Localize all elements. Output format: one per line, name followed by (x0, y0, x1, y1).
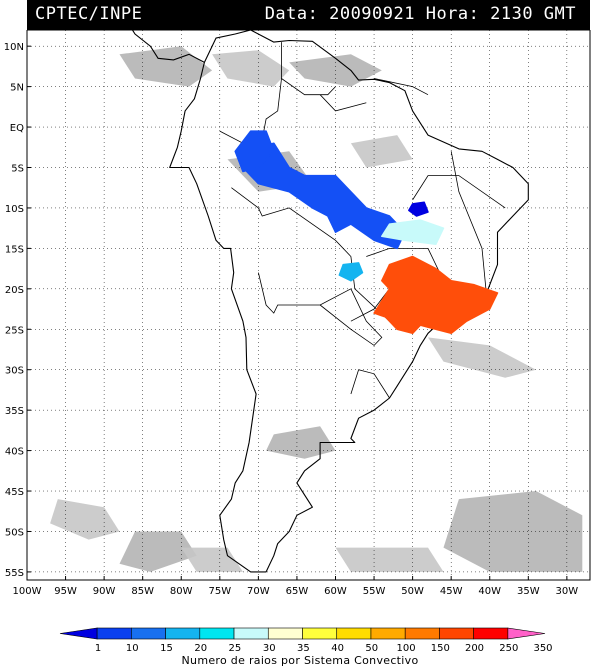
cloud-area (119, 46, 213, 87)
colorbar-swatch (59, 627, 98, 640)
lon-label: 30W (556, 586, 579, 597)
lat-label: 45S (5, 487, 24, 498)
colorbar-tick-label: 35 (297, 643, 310, 654)
amazon-west-system (234, 130, 275, 173)
colorbar-swatch (233, 627, 269, 640)
lat-label: 50S (5, 527, 24, 538)
colorbar-tick-label: 200 (465, 643, 484, 654)
lon-label: 90W (93, 586, 116, 597)
lon-label: 50W (401, 586, 424, 597)
lon-label: 100W (13, 586, 42, 597)
lon-label: 45W (440, 586, 463, 597)
lat-label: 5S (11, 164, 24, 175)
central-america-coastline (131, 30, 205, 63)
colorbar-tick-label: 100 (397, 643, 416, 654)
colorbar-tick-label: 30 (263, 643, 276, 654)
colorbar-tick-label: 250 (499, 643, 518, 654)
colorbar-swatch (473, 627, 509, 640)
lon-label: 55W (363, 586, 386, 597)
south-america-coastline (169, 30, 529, 573)
lat-label: 5N (10, 83, 24, 94)
lon-label: 65W (286, 586, 309, 597)
country-border (281, 42, 336, 96)
country-border (450, 151, 487, 289)
header-datetime: Data: 20090921 Hora: 2130 GMT (264, 4, 576, 24)
map-panel: 10N 5N EQ 5S 10S 15S 20S 25S 30S 35S 40S 45S 50S 55S 1… (0, 30, 600, 610)
colorbar-tick-label: 1 (95, 643, 101, 654)
colorbar-tick-label: 10 (126, 643, 139, 654)
cloud-area (119, 531, 197, 572)
colorbar-swatch (404, 627, 440, 640)
colorbar-swatch (131, 627, 166, 640)
colorbar-tick-label: 40 (331, 643, 344, 654)
country-border (319, 288, 383, 346)
colorbar: 1 10 15 20 25 30 35 40 50 100 150 200 250 350 (59, 627, 553, 654)
colorbar-tick-label: 50 (365, 643, 378, 654)
lat-label: 15S (5, 244, 24, 255)
colorbar-swatch (507, 627, 546, 640)
lat-label: EQ (10, 123, 24, 134)
tocantins-system (408, 201, 429, 217)
lon-label: 95W (54, 586, 77, 597)
country-border (319, 94, 367, 112)
colorbar-swatch (439, 627, 474, 640)
convective-systems-layer (234, 130, 499, 335)
cloud-area (350, 135, 413, 168)
axis-labels: 10N 5N EQ 5S 10S 15S 20S 25S 30S 35S 40S 45S 50S 55S 1… (4, 42, 578, 597)
country-border (350, 369, 390, 399)
cloud-area (428, 337, 536, 378)
lat-label: 30S (5, 366, 24, 377)
country-border (412, 175, 506, 209)
colorbar-swatch (165, 627, 201, 640)
country-border (374, 78, 429, 96)
colorbar-tick-label: 15 (160, 643, 173, 654)
colorbar-swatch (302, 627, 338, 640)
lat-label: 35S (5, 406, 24, 417)
lat-label: 10N (4, 42, 24, 53)
map-header: CPTEC/INPE Data: 20090921 Hora: 2130 GMT (27, 0, 590, 30)
cloud-area (212, 50, 290, 87)
lat-label: 25S (5, 325, 24, 336)
lat-label: 40S (5, 447, 24, 458)
colorbar-swatch (267, 627, 303, 640)
lon-label: 60W (324, 586, 347, 597)
colorbar-swatch (199, 627, 235, 640)
cloud-area (335, 547, 444, 572)
colorbar-tick-label: 25 (229, 643, 242, 654)
lon-label: 35W (517, 586, 540, 597)
lon-label: 85W (131, 586, 154, 597)
lat-label: 10S (5, 204, 24, 215)
colorbar-swatch (96, 627, 132, 640)
colorbar-tick-label: 350 (533, 643, 552, 654)
colorbar-title: Numero de raios por Sistema Convectivo (181, 654, 419, 667)
cloud-area (443, 491, 583, 572)
lon-label: 75W (208, 586, 231, 597)
lon-label: 40W (478, 586, 501, 597)
header-source: CPTEC/INPE (35, 4, 143, 24)
mato-grosso-system (338, 262, 364, 282)
cloud-area (50, 499, 120, 540)
colorbar-swatch (336, 627, 372, 640)
goias-system (381, 219, 445, 246)
colorbar-tick-label: 150 (431, 643, 450, 654)
lightning-map: 10N 5N EQ 5S 10S 15S 20S 25S 30S 35S 40S 45S 50S 55S 1… (4, 30, 591, 597)
cloud-cover-layer (50, 46, 583, 572)
lat-label: 55S (5, 568, 24, 579)
lat-label: 20S (5, 285, 24, 296)
colorbar-tick-label: 20 (194, 643, 207, 654)
lon-label: 80W (170, 586, 193, 597)
southeast-system (373, 255, 499, 335)
amazon-north-system (242, 142, 406, 250)
lon-label: 70W (247, 586, 270, 597)
colorbar-swatch (370, 627, 406, 640)
